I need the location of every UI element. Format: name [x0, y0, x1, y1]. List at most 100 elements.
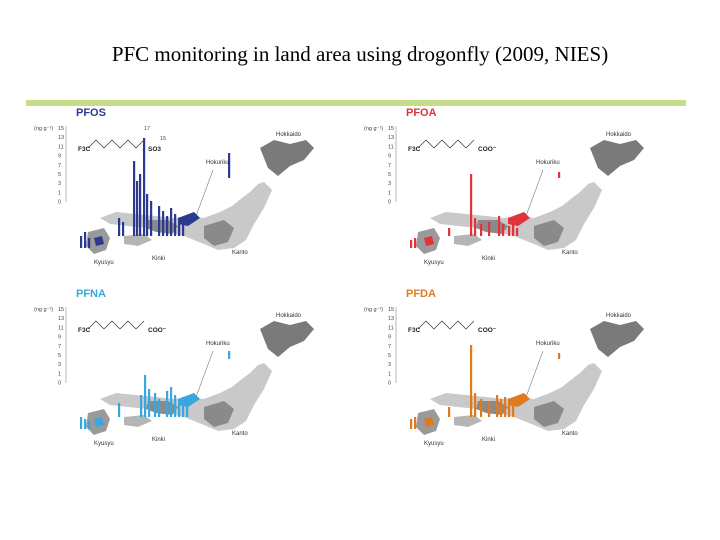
hokkaido-island — [590, 321, 644, 357]
shikoku-island — [124, 415, 152, 427]
pfda-unit-label: (ng g⁻¹) — [364, 307, 383, 313]
pfos-japan-map — [86, 140, 314, 254]
pfna-kanto-label: Kanto — [232, 431, 248, 437]
pfna-y-tick: 7 — [58, 344, 61, 350]
pfoa-concentration-bar — [516, 228, 519, 236]
pfna-kyusyu-highlight — [94, 417, 104, 427]
pfoa-y-tick: 15 — [388, 126, 394, 132]
pfda-hokuriku-highlight — [508, 393, 530, 407]
panel-pfoa: PFOA (ng g⁻¹) 15 13 11 9 7 5 3 1 0 F3C COO⁻ Hokkaido H… — [358, 108, 688, 289]
kanto-area — [534, 220, 564, 246]
pfna-concentration-bar — [228, 351, 231, 359]
pfos-kyusyu-highlight — [94, 236, 104, 246]
pfos-concentration-bar — [139, 174, 142, 236]
pfna-y-tick: 0 — [58, 381, 61, 387]
pfoa-concentration-bar — [474, 218, 477, 236]
pfos-y-tick: 0 — [58, 200, 61, 206]
pfos-concentration-bar — [133, 161, 136, 236]
pfos-hokuriku-label: Hokuriku — [206, 160, 230, 166]
pfda-kyusyu-label: Kyusyu — [424, 441, 444, 447]
pfoa-y-tick: 13 — [388, 135, 394, 141]
pfna-concentration-bar — [178, 401, 181, 417]
pfoa-kyusyu-highlight — [424, 236, 434, 246]
pfoa-concentration-bar — [488, 222, 491, 236]
kanto-area — [204, 401, 234, 427]
pfoa-y-tick: 0 — [388, 200, 391, 206]
pfda-structure-icon — [417, 320, 475, 330]
pfna-kinki-label: Kinki — [152, 437, 165, 443]
pfda-concentration-bar — [488, 401, 491, 417]
pfna-y-tick: 13 — [58, 316, 64, 322]
pfoa-y-tick: 9 — [388, 154, 391, 160]
pfda-concentration-bar — [496, 395, 499, 417]
pfna-structure-icon — [87, 320, 145, 330]
pfoa-japan-map — [416, 140, 644, 254]
pfna-hokuriku-label: Hokuriku — [206, 341, 230, 347]
pfos-formula-head: F3C — [78, 146, 91, 153]
pfna-y-tick: 5 — [58, 353, 61, 359]
pfna-map: PFNA (ng g⁻¹) 15 13 11 9 7 5 3 1 0 F3C COO⁻ Hokkaido H… — [34, 289, 314, 447]
pfna-concentration-bar — [158, 399, 161, 417]
pfoa-hokuriku-pointer — [525, 169, 544, 217]
pfda-concentration-bar — [470, 345, 473, 417]
pfda-formula-tail: COO⁻ — [478, 327, 497, 334]
pfos-y-tick: 1 — [58, 190, 61, 196]
pfos-structure-icon — [87, 139, 145, 149]
pfc-monitoring-figure: PFOS (ng g⁻¹) 15 13 11 9 7 5 3 1 0 F3C SO3 17 15 Hokkai… — [28, 108, 688, 470]
pfos-formula-tail: SO3 — [148, 146, 161, 153]
pfoa-hokuriku-label: Hokuriku — [536, 160, 560, 166]
pfda-y-tick: 9 — [388, 335, 391, 341]
pfoa-label: PFOA — [406, 108, 437, 119]
pfda-concentration-bar — [414, 417, 417, 429]
pfoa-formula-head: F3C — [408, 146, 421, 153]
pfoa-unit-label: (ng g⁻¹) — [364, 126, 383, 132]
pfna-label: PFNA — [76, 289, 106, 300]
panel-pfda: PFDA (ng g⁻¹) 15 13 11 9 7 5 3 1 0 F3C COO⁻ Hokkaido H… — [358, 289, 688, 470]
pfda-concentration-bar — [448, 407, 451, 417]
pfos-map: PFOS (ng g⁻¹) 15 13 11 9 7 5 3 1 0 F3C SO3 17 15 Hokkai… — [34, 108, 314, 266]
pfna-hokkaido-label: Hokkaido — [276, 313, 302, 319]
pfda-y-tick: 5 — [388, 353, 391, 359]
pfna-y-tick: 1 — [58, 371, 61, 377]
pfna-japan-map — [86, 321, 314, 435]
pfda-kanto-label: Kanto — [562, 431, 578, 437]
pfna-concentration-bar — [140, 395, 143, 417]
pfna-hokuriku-pointer — [195, 350, 214, 398]
pfos-concentration-bar — [136, 181, 139, 236]
pfna-concentration-bar — [166, 391, 169, 417]
pfoa-concentration-bar — [502, 224, 505, 236]
pfda-concentration-bar — [508, 403, 511, 417]
pfoa-concentration-bar — [558, 172, 561, 178]
pfoa-y-tick: 7 — [388, 163, 391, 169]
pfda-y-tick: 3 — [388, 362, 391, 368]
pfna-y-tick: 11 — [58, 325, 64, 331]
pfda-concentration-bar — [504, 397, 507, 417]
pfos-concentration-bar — [146, 194, 149, 236]
pfos-kanto-label: Kanto — [232, 250, 248, 256]
pfos-y-tick: 13 — [58, 135, 64, 141]
slide-title: PFC monitoring in land area using drogon… — [111, 42, 609, 66]
pfoa-formula-tail: COO⁻ — [478, 146, 497, 153]
pfos-y-tick: 15 — [58, 126, 64, 132]
pfoa-concentration-bar — [410, 240, 413, 248]
pfos-concentration-bar — [158, 206, 161, 236]
pfos-hokkaido-label: Hokkaido — [276, 132, 302, 138]
pfos-kyusyu-label: Kyusyu — [94, 260, 114, 266]
pfna-concentration-bar — [84, 419, 87, 429]
pfos-concentration-bar — [88, 238, 91, 248]
pfos-hokuriku-pointer — [195, 169, 214, 217]
pfda-hokkaido-label: Hokkaido — [606, 313, 632, 319]
title-underline-bar — [26, 100, 686, 106]
pfda-y-tick: 13 — [388, 316, 394, 322]
pfos-concentration-bar — [122, 222, 125, 236]
panel-pfos: PFOS (ng g⁻¹) 15 13 11 9 7 5 3 1 0 F3C SO3 17 15 Hokkai… — [28, 108, 358, 289]
pfna-concentration-bar — [182, 397, 185, 417]
pfos-concentration-bar — [162, 211, 165, 236]
pfos-unit-label: (ng g⁻¹) — [34, 126, 53, 132]
pfda-concentration-bar — [500, 399, 503, 417]
pfos-peak-label: 15 — [160, 136, 166, 142]
pfos-y-tick: 11 — [58, 144, 64, 150]
pfna-concentration-bar — [118, 403, 121, 417]
pfoa-y-tick: 3 — [388, 181, 391, 187]
pfna-y-tick: 3 — [58, 362, 61, 368]
